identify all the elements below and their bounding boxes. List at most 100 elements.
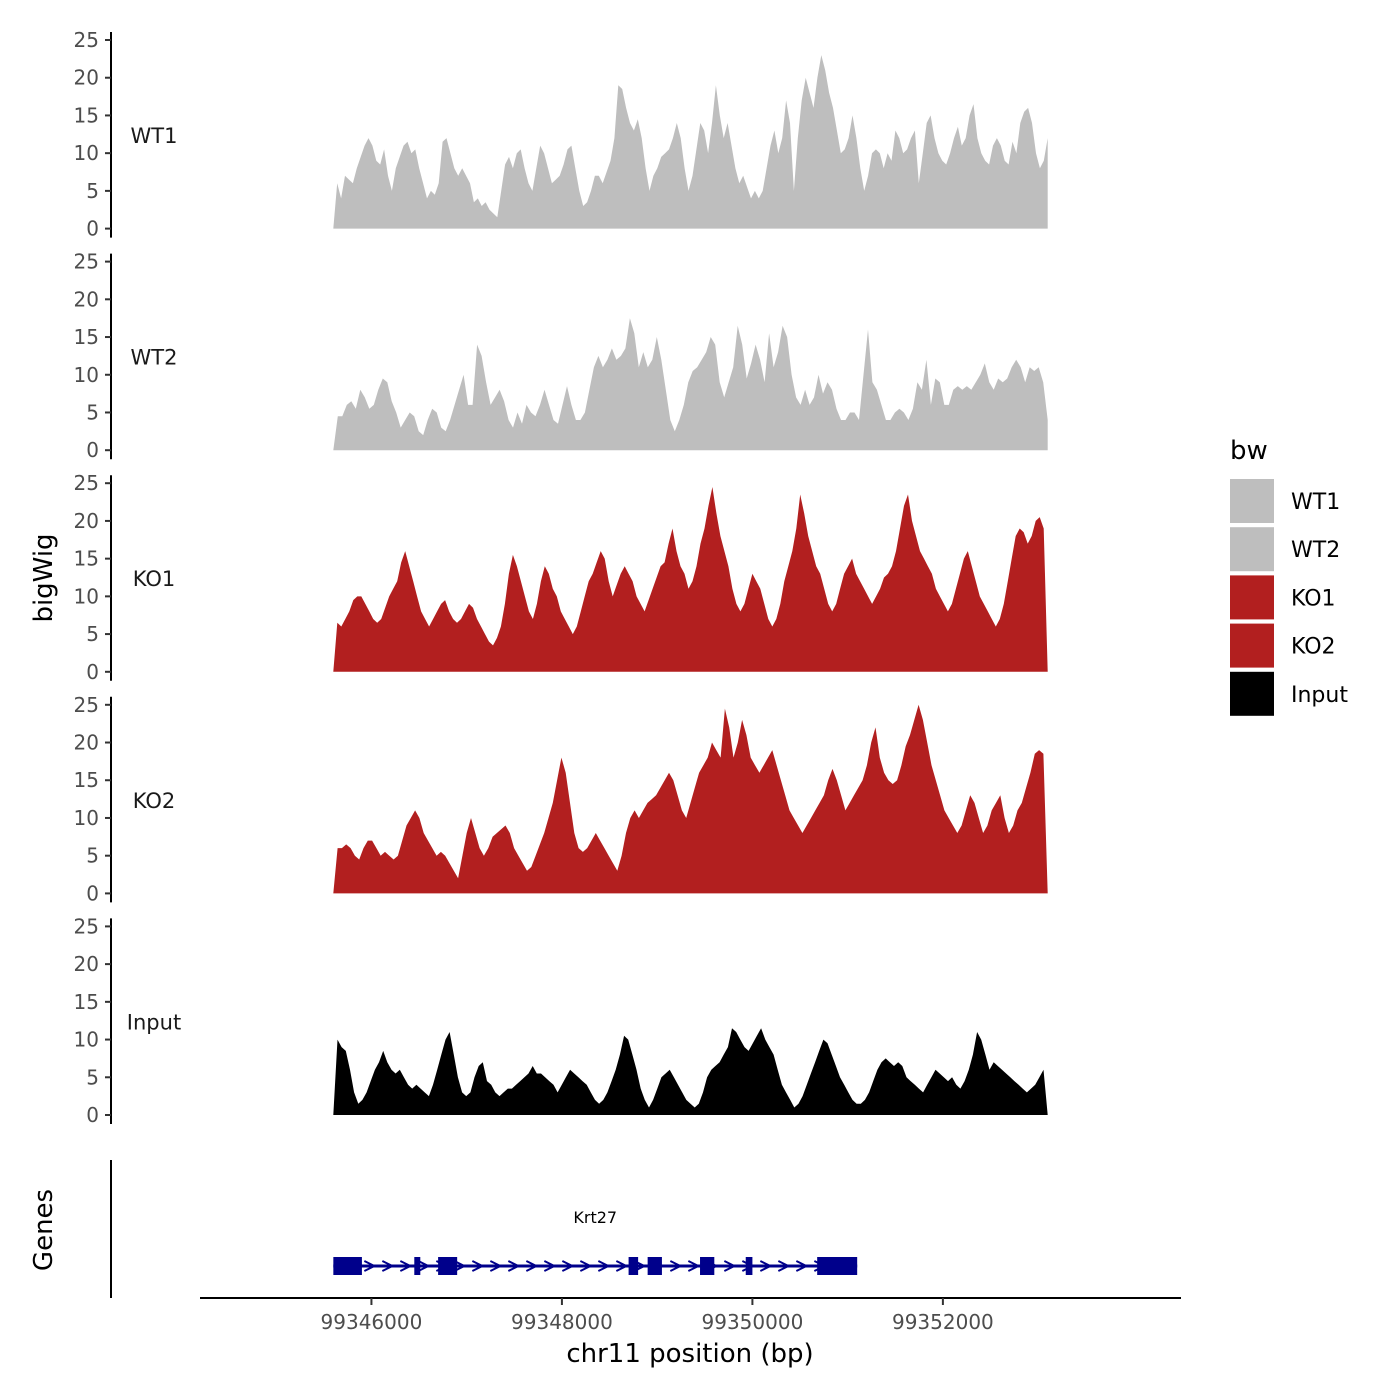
gene-exon [817, 1257, 858, 1275]
y-tick-label: 10 [74, 1028, 99, 1052]
strand-arrow [417, 1260, 431, 1272]
legend-label: WT1 [1291, 490, 1340, 515]
x-tick-label: 99348000 [511, 1310, 613, 1334]
legend-entry-wt2: WT2 [1230, 527, 1340, 572]
y-tick-label: 15 [74, 990, 99, 1014]
x-axis: 99346000 99348000 99350000 99352000 [200, 1297, 1181, 1334]
gene-exon [745, 1257, 753, 1275]
track-label: WT1 [131, 124, 178, 148]
track-input: 0 5 10 15 20 25 Input [74, 914, 1048, 1127]
x-tick-label: 99352000 [892, 1310, 994, 1334]
y-axis-title: bigWig [29, 533, 59, 622]
track-wt2: 0 5 10 15 20 25 WT2 [74, 250, 1048, 462]
gene-exon [414, 1257, 421, 1275]
y-tick-label: 25 [74, 471, 99, 495]
genes-axis-title: Genes [29, 1189, 59, 1271]
y-tick-label: 15 [74, 103, 99, 127]
strand-arrow [723, 1260, 737, 1272]
strand-arrow [381, 1260, 395, 1272]
track-label: KO2 [133, 789, 176, 813]
y-tick-label: 20 [74, 509, 99, 533]
legend-entry-input: Input [1230, 671, 1348, 716]
strand-arrow [795, 1260, 809, 1272]
y-tick-label: 25 [74, 693, 99, 717]
strand-arrow [777, 1260, 791, 1272]
strand-arrow [471, 1260, 485, 1272]
gene-exon [333, 1257, 362, 1275]
y-tick-label: 15 [74, 768, 99, 792]
strand-arrow [687, 1260, 701, 1272]
track-label: KO1 [133, 567, 176, 591]
y-tick-label: 10 [74, 363, 99, 387]
legend-label: KO2 [1291, 635, 1336, 660]
x-axis-title: chr11 position (bp) [566, 1339, 813, 1369]
track-wt1: 0 5 10 15 20 25 WT1 [74, 28, 1048, 241]
tracks-layer: 0510152025WT10510152025WT20510152025KO10… [74, 28, 1048, 1127]
legend: bw WT1 WT2 KO1 KO2 Input [1230, 436, 1348, 716]
y-tick-label: 0 [86, 660, 99, 684]
y-tick-label: 25 [74, 250, 99, 274]
y-tick-label: 20 [74, 952, 99, 976]
legend-swatch [1230, 575, 1274, 620]
y-tick-label: 5 [86, 622, 99, 646]
legend-swatch [1230, 623, 1274, 668]
strand-arrow [669, 1260, 683, 1272]
strand-arrow [615, 1260, 629, 1272]
legend-swatch [1230, 479, 1274, 523]
y-tick-label: 25 [74, 914, 99, 938]
gene-exon [628, 1257, 639, 1275]
gene-label: Krt27 [573, 1208, 617, 1227]
legend-label: Input [1291, 683, 1348, 708]
y-tick-label: 20 [74, 731, 99, 755]
y-tick-label: 5 [86, 1065, 99, 1089]
y-tick-label: 5 [86, 844, 99, 868]
y-tick-label: 0 [86, 881, 99, 905]
track-area-wt2 [333, 318, 1048, 451]
strand-arrow [597, 1260, 611, 1272]
strand-arrow [579, 1260, 593, 1272]
strand-arrow [363, 1260, 377, 1272]
y-tick-label: 20 [74, 66, 99, 90]
y-tick-label: 25 [74, 28, 99, 52]
y-tick-label: 10 [74, 806, 99, 830]
legend-label: WT2 [1291, 538, 1340, 563]
legend-entry-ko2: KO2 [1230, 623, 1336, 668]
track-area-input [333, 1028, 1048, 1115]
y-tick-label: 15 [74, 547, 99, 571]
legend-entry-wt1: WT1 [1230, 479, 1340, 523]
legend-label: KO1 [1291, 586, 1336, 611]
strand-arrow [525, 1260, 539, 1272]
gene-krt27: Krt27 [333, 1208, 858, 1275]
strand-arrow [399, 1260, 413, 1272]
strand-arrow [507, 1260, 521, 1272]
strand-arrow [489, 1260, 503, 1272]
y-tick-label: 0 [86, 1103, 99, 1127]
gene-exon [647, 1257, 662, 1275]
strand-arrow [561, 1260, 575, 1272]
track-area-wt1 [333, 55, 1048, 229]
y-tick-label: 0 [86, 217, 99, 241]
gene-exon [438, 1257, 458, 1275]
y-tick-label: 15 [74, 325, 99, 349]
legend-entry-ko1: KO1 [1230, 575, 1336, 620]
y-tick-label: 10 [74, 141, 99, 165]
y-tick-label: 20 [74, 287, 99, 311]
track-area-ko1 [333, 487, 1048, 672]
legend-swatch [1230, 527, 1274, 572]
y-tick-label: 10 [74, 584, 99, 608]
track-label: Input [127, 1010, 181, 1034]
legend-title: bw [1230, 436, 1268, 466]
x-tick-label: 99350000 [702, 1310, 804, 1334]
gene-exon [700, 1257, 715, 1275]
strand-arrow [543, 1260, 557, 1272]
strand-arrow [453, 1260, 467, 1272]
strand-arrow [759, 1260, 773, 1272]
legend-swatch [1230, 671, 1274, 716]
y-tick-label: 5 [86, 179, 99, 203]
track-ko1: 0 5 10 15 20 25 KO1 [74, 471, 1048, 684]
track-label: WT2 [131, 346, 178, 370]
track-ko2: 0 5 10 15 20 25 KO2 [74, 693, 1048, 905]
y-tick-label: 5 [86, 400, 99, 424]
track-area-ko2 [333, 704, 1048, 894]
